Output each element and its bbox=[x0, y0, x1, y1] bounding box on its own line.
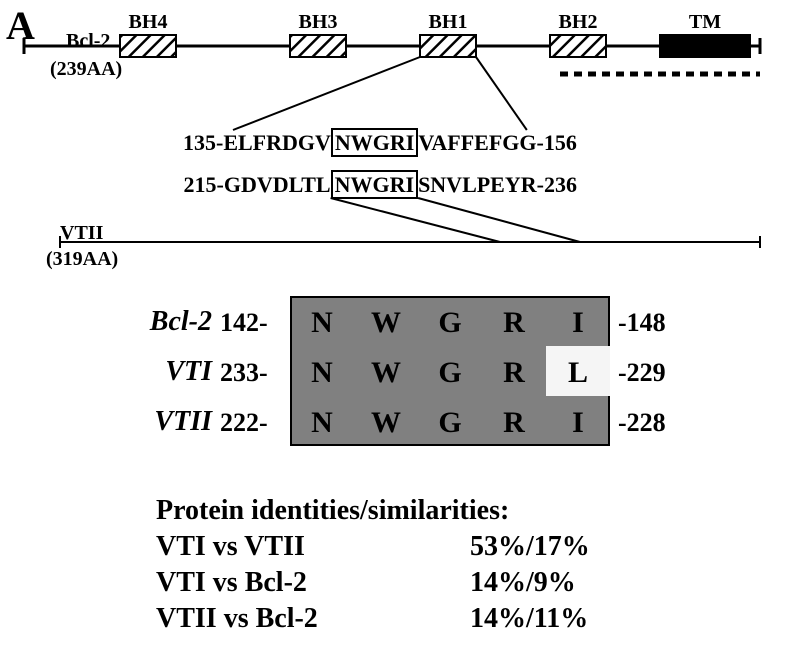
alignment-cell: W bbox=[371, 406, 401, 440]
bcl2-track-label: Bcl-2 bbox=[66, 30, 110, 53]
bcl2-aa-label: (239AA) bbox=[50, 58, 122, 81]
stats-heading: Protein identities/similarities: bbox=[156, 495, 509, 527]
alignment-cell: R bbox=[503, 356, 525, 390]
alignment-cell: G bbox=[438, 406, 461, 440]
alignment-row-end: -228 bbox=[618, 408, 666, 438]
domain-label: BH4 bbox=[129, 11, 168, 34]
alignment-row-name: VTI bbox=[165, 356, 212, 388]
stats-row-value: 53%/17% bbox=[470, 531, 590, 563]
alignment-cell: N bbox=[311, 306, 333, 340]
alignment-row-name: VTII bbox=[154, 406, 212, 438]
alignment-row-start: 233- bbox=[220, 358, 268, 388]
alignment-cell: I bbox=[572, 306, 584, 340]
alignment-cell: G bbox=[438, 356, 461, 390]
alignment-cell: W bbox=[371, 356, 401, 390]
alignment-row-name: Bcl-2 bbox=[150, 306, 212, 338]
alignment-cell: R bbox=[503, 306, 525, 340]
domain-label: TM bbox=[689, 11, 721, 34]
stats-row-label: VTI vs VTII bbox=[156, 531, 305, 563]
alignment-row-start: 142- bbox=[220, 308, 268, 338]
alignment-cell: R bbox=[503, 406, 525, 440]
alignment-cell: N bbox=[311, 356, 333, 390]
stats-row-label: VTI vs Bcl-2 bbox=[156, 567, 307, 599]
alignment-cell: W bbox=[371, 306, 401, 340]
stats-row-value: 14%/11% bbox=[470, 603, 588, 635]
stats-row-value: 14%/9% bbox=[470, 567, 576, 599]
alignment-cell: N bbox=[311, 406, 333, 440]
alignment-cell: L bbox=[568, 356, 588, 390]
domain-label: BH2 bbox=[559, 11, 598, 34]
alignment-row-end: -148 bbox=[618, 308, 666, 338]
domain-label: BH3 bbox=[299, 11, 338, 34]
alignment-row-end: -229 bbox=[618, 358, 666, 388]
sequence-top: 135-ELFRDGVNWGRIVAFFEFGG-156 bbox=[183, 130, 577, 156]
vtii-track-label: VTII bbox=[60, 222, 103, 245]
vtii-aa-label: (319AA) bbox=[46, 248, 118, 271]
domain-label: BH1 bbox=[429, 11, 468, 34]
stats-row-label: VTII vs Bcl-2 bbox=[156, 603, 318, 635]
alignment-row-start: 222- bbox=[220, 408, 268, 438]
sequence-bottom: 215-GDVDLTLNWGRISNVLPEYR-236 bbox=[184, 172, 577, 198]
alignment-cell: G bbox=[438, 306, 461, 340]
alignment-cell: I bbox=[572, 406, 584, 440]
